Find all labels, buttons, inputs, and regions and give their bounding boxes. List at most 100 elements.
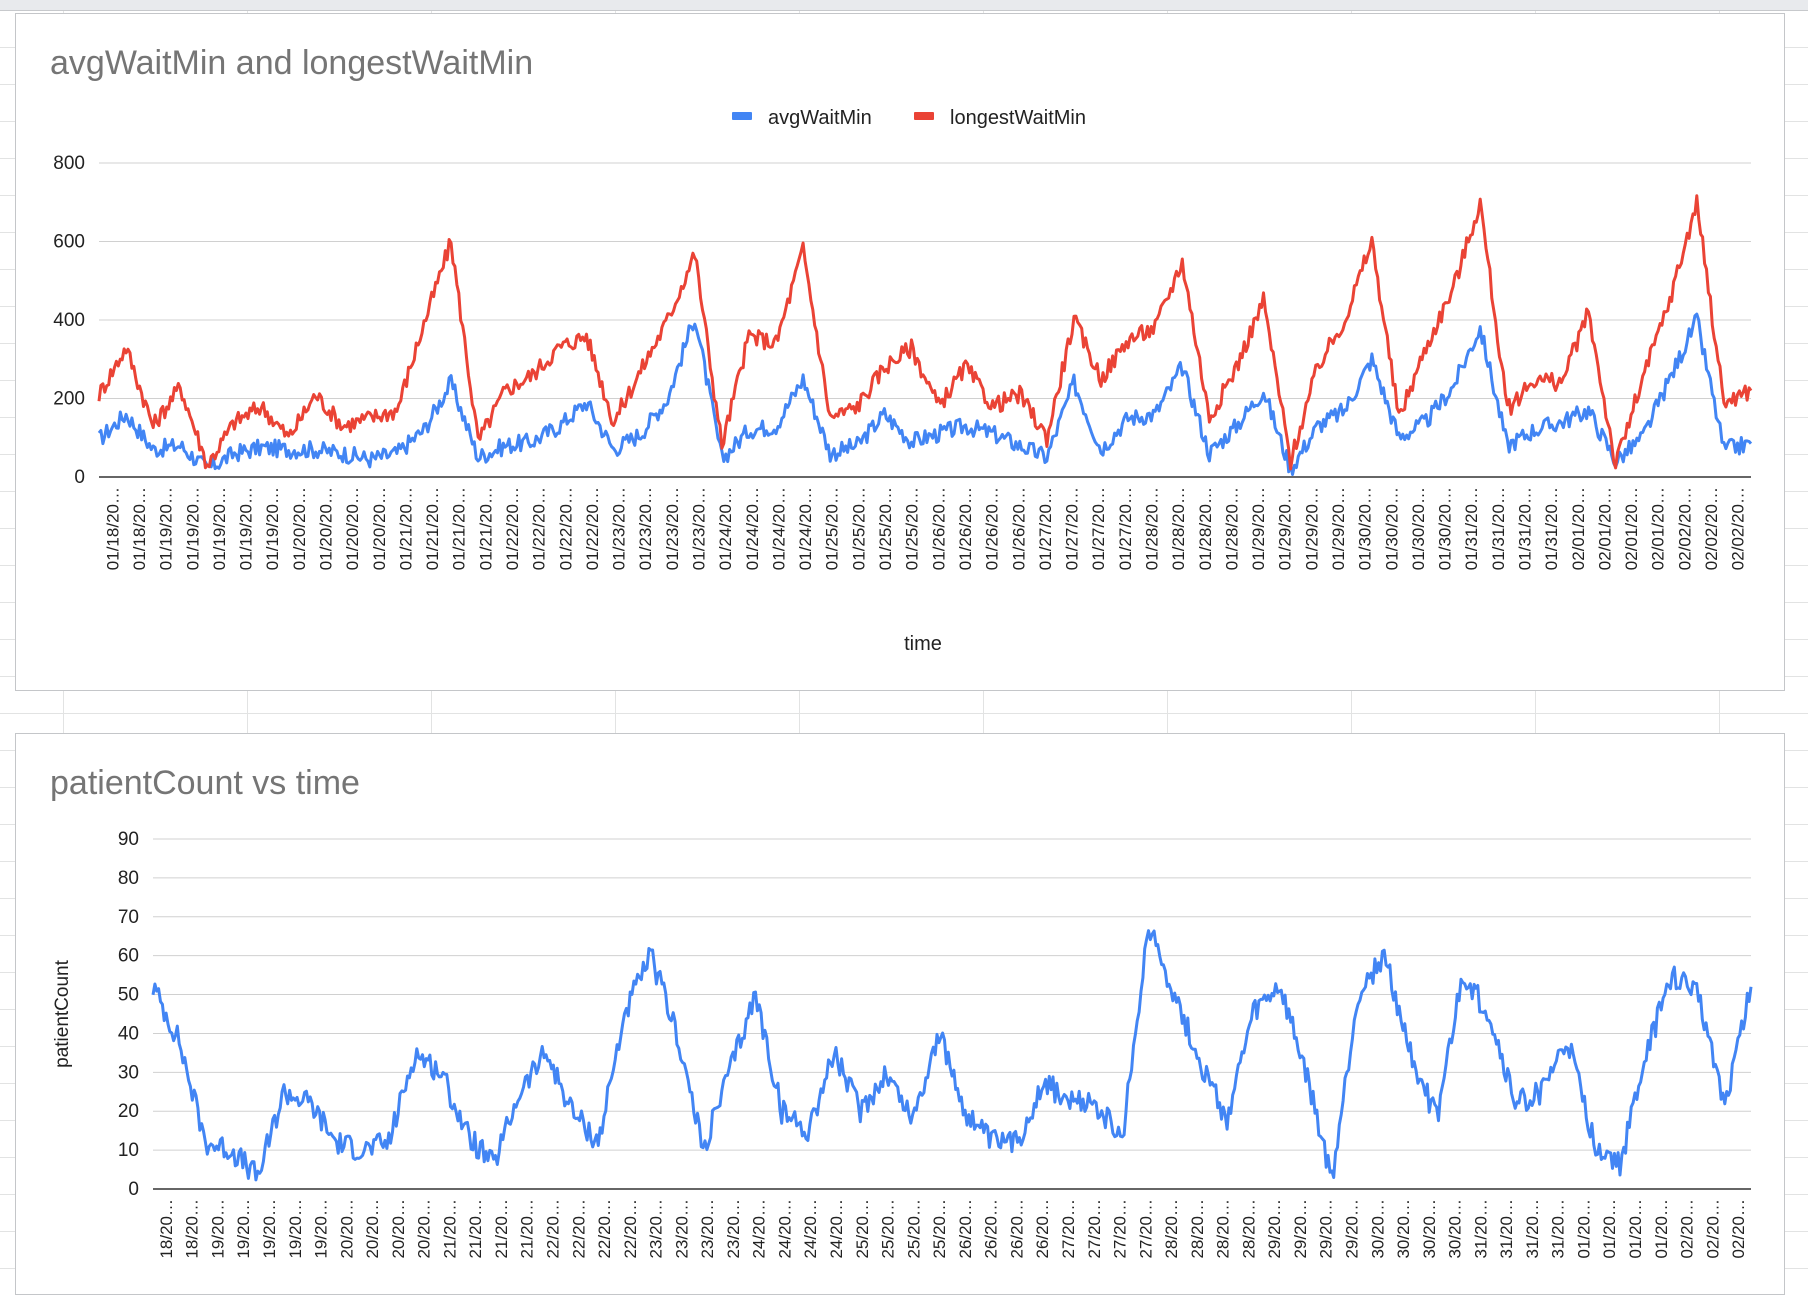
x-tick-label: 18/20… bbox=[157, 1199, 176, 1259]
x-tick-label: 01/21/20… bbox=[396, 487, 415, 570]
x-tick-label: 01/20/20… bbox=[316, 487, 335, 570]
y-tick-label: 70 bbox=[118, 907, 139, 928]
x-tick-label: 29/20… bbox=[1317, 1199, 1336, 1259]
x-tick-label: 01/27/20… bbox=[1063, 487, 1082, 570]
x-tick-label: 01/23/20… bbox=[690, 487, 709, 570]
x-tick-label: 02/02/20… bbox=[1675, 487, 1694, 570]
legend-label: avgWaitMin bbox=[768, 107, 872, 129]
x-tick-label: 01/24/20… bbox=[796, 487, 815, 570]
x-tick-label: 01/29/20… bbox=[1276, 487, 1295, 570]
y-tick-label: 20 bbox=[118, 1101, 139, 1122]
x-tick-label: 02/20… bbox=[1703, 1199, 1722, 1259]
x-tick-label: 31/20… bbox=[1549, 1199, 1568, 1259]
x-tick-label: 01/22/20… bbox=[556, 487, 575, 570]
x-tick-label: 21/20… bbox=[518, 1199, 537, 1259]
x-tick-label: 01/25/20… bbox=[823, 487, 842, 570]
patient-count-line-chart: 0 10 20 30 40 50 60 70 80 90 18/20… 18/20… 19/20… 19/… bbox=[52, 829, 1753, 1259]
x-tick-label: 01/19/20… bbox=[263, 487, 282, 570]
x-tick-label: 24/20… bbox=[827, 1199, 846, 1259]
x-tick-label: 01/27/20… bbox=[1036, 487, 1055, 570]
x-tick-label: 19/20… bbox=[312, 1199, 331, 1259]
x-tick-label: 22/20… bbox=[569, 1199, 588, 1259]
x-tick-label: 21/20… bbox=[440, 1199, 459, 1259]
x-tick-label: 28/20… bbox=[1188, 1199, 1207, 1259]
x-tick-label: 01/28/20… bbox=[1169, 487, 1188, 570]
x-tick-label: 01/26/20… bbox=[956, 487, 975, 570]
x-tick-label: 27/20… bbox=[1059, 1199, 1078, 1259]
x-tick-label: 28/20… bbox=[1214, 1199, 1233, 1259]
series-line-avgWaitMin bbox=[97, 312, 1753, 476]
x-tick-label: 02/02/20… bbox=[1729, 487, 1748, 570]
x-tick-label: 01/20… bbox=[1574, 1199, 1593, 1259]
x-tick-label: 24/20… bbox=[775, 1199, 794, 1259]
x-tick-label: 01/18/20… bbox=[103, 487, 122, 570]
x-tick-label: 19/20… bbox=[234, 1199, 253, 1259]
x-tick-label: 19/20… bbox=[286, 1199, 305, 1259]
x-tick-label: 20/20… bbox=[389, 1199, 408, 1259]
x-tick-label: 20/20… bbox=[337, 1199, 356, 1259]
x-tick-label: 01/27/20… bbox=[1089, 487, 1108, 570]
x-tick-label: 01/25/20… bbox=[876, 487, 895, 570]
x-tick-label: 02/01/20… bbox=[1569, 487, 1588, 570]
chart-card-wait-times[interactable]: 0 200 400 600 800 01/18/20… 01/18/20… 01/19/20…… bbox=[15, 13, 1785, 691]
x-tick-label: 01/22/20… bbox=[583, 487, 602, 570]
x-tick-label: 27/20… bbox=[1136, 1199, 1155, 1259]
x-tick-label: 01/21/20… bbox=[476, 487, 495, 570]
y-tick-label: 600 bbox=[53, 232, 85, 253]
x-tick-label: 01/28/20… bbox=[1142, 487, 1161, 570]
x-tick-label: 02/01/20… bbox=[1649, 487, 1668, 570]
x-tick-label: 01/28/20… bbox=[1196, 487, 1215, 570]
y-tick-label: 800 bbox=[53, 153, 85, 174]
y-tick-label: 80 bbox=[118, 868, 139, 889]
x-tick-label: 01/19/20… bbox=[157, 487, 176, 570]
x-tick-label: 19/20… bbox=[208, 1199, 227, 1259]
x-tick-label: 18/20… bbox=[183, 1199, 202, 1259]
y-axis-title: patientCount bbox=[52, 959, 73, 1067]
x-tick-label: 01/20/20… bbox=[290, 487, 309, 570]
x-tick-label: 01/19/20… bbox=[237, 487, 256, 570]
x-tick-label: 26/20… bbox=[1033, 1199, 1052, 1259]
x-tick-label: 22/20… bbox=[621, 1199, 640, 1259]
x-tick-label: 01/30/20… bbox=[1409, 487, 1428, 570]
legend-swatch-longestWaitMin bbox=[914, 112, 934, 120]
x-tick-label: 01/22/20… bbox=[530, 487, 549, 570]
y-tick-label: 90 bbox=[118, 829, 139, 850]
y-tick-label: 0 bbox=[74, 467, 85, 488]
series-line-longestWaitMin bbox=[97, 194, 1753, 471]
x-tick-label: 23/20… bbox=[698, 1199, 717, 1259]
x-tick-label: 01/23/20… bbox=[663, 487, 682, 570]
x-tick-label: 01/26/20… bbox=[983, 487, 1002, 570]
x-tick-label: 25/20… bbox=[853, 1199, 872, 1259]
x-tick-label: 26/20… bbox=[982, 1199, 1001, 1259]
y-tick-label: 0 bbox=[128, 1179, 139, 1200]
x-tick-label: 26/20… bbox=[1007, 1199, 1026, 1259]
x-tick-label: 24/20… bbox=[801, 1199, 820, 1259]
x-tick-label: 02/02/20… bbox=[1702, 487, 1721, 570]
x-tick-label: 29/20… bbox=[1291, 1199, 1310, 1259]
x-tick-label: 21/20… bbox=[466, 1199, 485, 1259]
legend-label: longestWaitMin bbox=[950, 107, 1086, 129]
x-tick-label: 25/20… bbox=[930, 1199, 949, 1259]
x-tick-label: 01/23/20… bbox=[610, 487, 629, 570]
x-tick-label: 24/20… bbox=[750, 1199, 769, 1259]
x-tick-label: 26/20… bbox=[956, 1199, 975, 1259]
x-tick-label: 29/20… bbox=[1343, 1199, 1362, 1259]
x-tick-label: 28/20… bbox=[1239, 1199, 1258, 1259]
x-tick-label: 25/20… bbox=[879, 1199, 898, 1259]
y-tick-label: 50 bbox=[118, 985, 139, 1006]
x-tick-label: 01/20/20… bbox=[370, 487, 389, 570]
x-axis-title: time bbox=[904, 633, 942, 655]
x-tick-label: 20/20… bbox=[415, 1199, 434, 1259]
x-tick-label: 01/29/20… bbox=[1249, 487, 1268, 570]
x-tick-label: 30/20… bbox=[1368, 1199, 1387, 1259]
x-tick-label: 01/19/20… bbox=[183, 487, 202, 570]
x-tick-label: 01/24/20… bbox=[716, 487, 735, 570]
x-tick-label: 01/20… bbox=[1600, 1199, 1619, 1259]
x-tick-label: 01/30/20… bbox=[1382, 487, 1401, 570]
y-tick-label: 30 bbox=[118, 1062, 139, 1083]
x-tick-label: 01/18/20… bbox=[130, 487, 149, 570]
chart-card-patient-count[interactable]: 0 10 20 30 40 50 60 70 80 90 18/20… 18/20… 19/20… 19/… bbox=[15, 733, 1785, 1295]
x-tick-label: 01/26/20… bbox=[929, 487, 948, 570]
x-tick-label: 23/20… bbox=[647, 1199, 666, 1259]
x-tick-label: 01/30/20… bbox=[1356, 487, 1375, 570]
